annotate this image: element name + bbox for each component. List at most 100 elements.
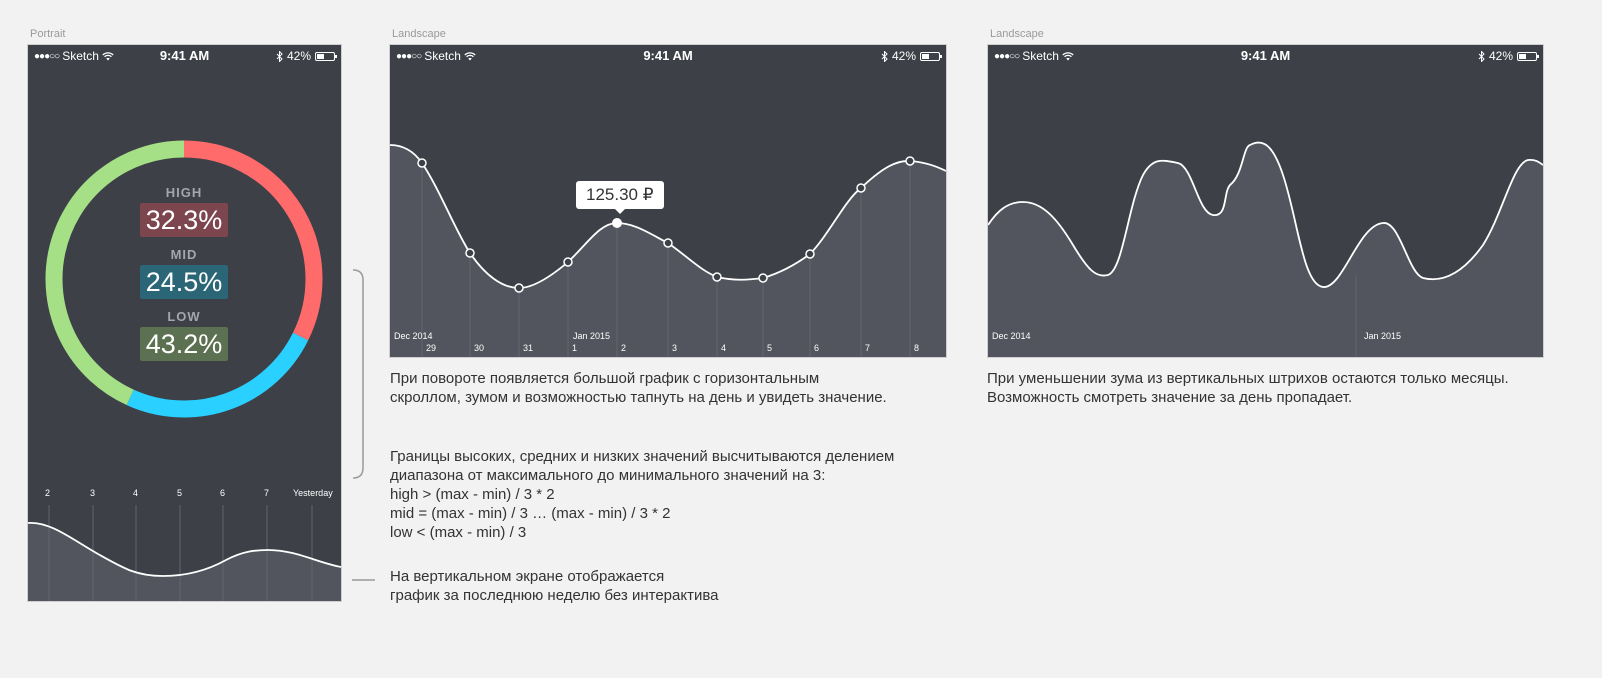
month-label-dec: Dec 2014 (992, 331, 1031, 341)
day-label: 30 (474, 343, 485, 353)
day-point (905, 156, 915, 166)
selected-day-point (612, 218, 622, 228)
ranges-description: Границы высоких, средних и низких значен… (390, 447, 894, 542)
week-label: 4 (133, 488, 139, 498)
signal-dots-icon: ●●●○○ (994, 50, 1020, 62)
desc-line: скроллом, зумом и возможностью тапнуть н… (390, 389, 887, 406)
week-chart (28, 505, 341, 601)
wifi-icon (102, 51, 114, 60)
day-point (805, 249, 815, 259)
range-bracket (352, 269, 364, 479)
status-right: 42% (1478, 49, 1539, 63)
stat-mid-label: MID (170, 247, 198, 262)
day-label: 2 (621, 343, 627, 353)
signal-dots-icon: ●●●○○ (396, 50, 422, 62)
status-time: 9:41 AM (1240, 48, 1291, 63)
month-label-jan: Jan 2015 (573, 331, 611, 341)
desc-line: Границы высоких, средних и низких значен… (390, 448, 895, 465)
wifi-icon (1062, 51, 1074, 60)
week-label-yesterday: Yesterday (293, 488, 333, 498)
carrier-name: Sketch (424, 49, 461, 63)
stat-low-label: LOW (167, 309, 201, 324)
week-chart-description: На вертикальном экране отображается граф… (390, 567, 718, 605)
day-point (712, 272, 722, 282)
month-label-jan: Jan 2015 (1364, 331, 1402, 341)
status-bar: ●●●○○ Sketch 9:41 AM 42% (28, 45, 341, 65)
battery-icon (920, 51, 942, 61)
day-point (563, 257, 573, 267)
carrier: ●●●○○ Sketch (994, 49, 1074, 63)
day-label: 4 (721, 343, 727, 353)
monthly-chart[interactable] (988, 45, 1543, 357)
ratio-ring (45, 140, 323, 418)
day-label: 6 (814, 343, 820, 353)
landscape-description: При повороте появляется большой график с… (390, 369, 887, 407)
stat-high-value: 32.3% (140, 203, 228, 237)
day-label: 5 (767, 343, 773, 353)
day-label: 1 (572, 343, 578, 353)
landscape-zoomed-frame-label: Landscape (990, 28, 1044, 40)
status-right: 42% (881, 49, 942, 63)
wifi-icon (464, 51, 476, 60)
carrier: ●●●○○ Sketch (34, 49, 114, 63)
status-bar: ●●●○○ Sketch 9:41 AM 42% (988, 45, 1543, 65)
week-label: 3 (90, 488, 96, 498)
day-point (758, 273, 768, 283)
landscape-screen: ●●●○○ Sketch 9:41 AM 42% (390, 45, 946, 357)
desc-line: Возможность смотреть значение за день пр… (987, 389, 1353, 406)
week-line (28, 522, 341, 577)
bluetooth-icon (276, 50, 283, 62)
desc-line: low < (max - min) / 3 (390, 524, 527, 541)
stat-high-label: HIGH (165, 185, 203, 200)
daily-chart[interactable] (390, 45, 946, 357)
zoom-description: При уменьшении зума из вертикальных штри… (987, 369, 1509, 407)
day-point (465, 248, 475, 258)
month-label-dec: Dec 2014 (394, 331, 433, 341)
status-right: 42% (276, 49, 337, 63)
battery-percent: 42% (286, 49, 311, 63)
week-label: 5 (177, 488, 183, 498)
ring-segment-high (183, 140, 323, 341)
desc-line: При повороте появляется большой график с… (390, 370, 820, 387)
desc-line: диапазона от максимального до минимально… (390, 467, 826, 484)
bluetooth-icon (1478, 50, 1485, 62)
desc-line: При уменьшении зума из вертикальных штри… (987, 370, 1509, 387)
battery-percent: 42% (891, 49, 916, 63)
ring-segment-mid (126, 332, 309, 418)
battery-icon (315, 51, 337, 61)
landscape-zoomed-screen: ●●●○○ Sketch 9:41 AM 42% Dec 2014 Jan 20… (988, 45, 1543, 357)
day-label: 3 (672, 343, 678, 353)
status-time: 9:41 AM (159, 48, 210, 63)
annotation-connectors (352, 269, 375, 581)
day-point (663, 238, 673, 248)
day-point (856, 183, 866, 193)
day-label: 31 (523, 343, 534, 353)
day-label: 8 (914, 343, 920, 353)
week-label: 6 (220, 488, 226, 498)
landscape-frame-label: Landscape (392, 28, 446, 40)
monthly-line (988, 141, 1543, 288)
stat-mid-value: 24.5% (140, 265, 228, 299)
desc-line: mid = (max - min) / 3 … (max - min) / 3 … (390, 505, 671, 522)
desc-line: high > (max - min) / 3 * 2 (390, 486, 555, 503)
week-label: 2 (45, 488, 51, 498)
stat-low-value: 43.2% (140, 327, 228, 361)
desc-line: На вертикальном экране отображается (390, 568, 665, 585)
day-point (417, 158, 427, 168)
portrait-frame-label: Portrait (30, 28, 66, 40)
day-label: 7 (865, 343, 871, 353)
desc-line: график за последнюю неделю без интеракти… (390, 587, 719, 604)
carrier-name: Sketch (62, 49, 99, 63)
carrier-name: Sketch (1022, 49, 1059, 63)
ring-segment-low (45, 140, 185, 406)
battery-percent: 42% (1488, 49, 1513, 63)
bluetooth-icon (881, 50, 888, 62)
day-label: 29 (426, 343, 437, 353)
carrier: ●●●○○ Sketch (396, 49, 476, 63)
week-label: 7 (264, 488, 270, 498)
battery-icon (1517, 51, 1539, 61)
day-point (514, 283, 524, 293)
portrait-screen: ●●●○○ Sketch 9:41 AM 42% HIGH 32.3% MID … (28, 45, 341, 601)
signal-dots-icon: ●●●○○ (34, 50, 60, 62)
value-tooltip: 125.30 ₽ (576, 181, 664, 214)
